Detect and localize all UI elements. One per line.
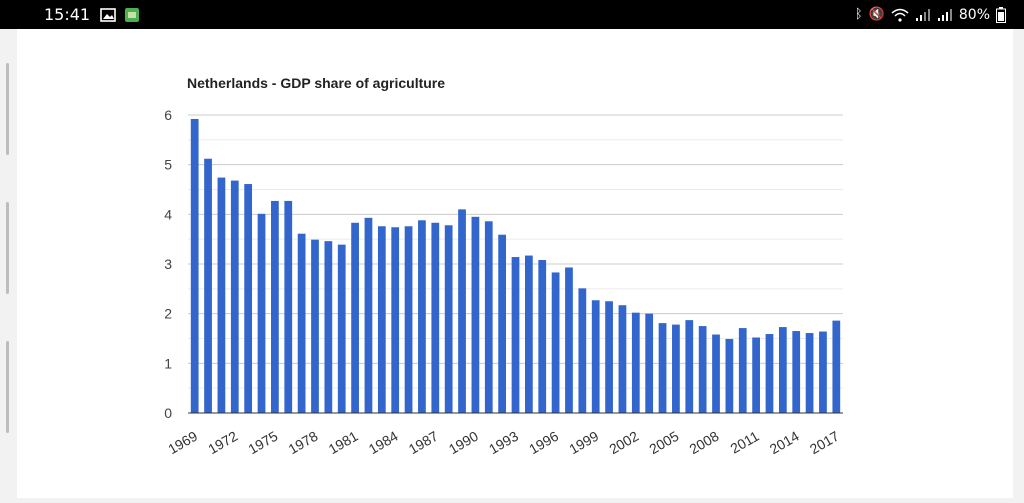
bar-1980[interactable] bbox=[337, 244, 346, 413]
wifi-icon bbox=[891, 8, 909, 22]
bar-1970[interactable] bbox=[204, 158, 212, 413]
chart-title: Netherlands - GDP share of agriculture bbox=[187, 75, 445, 91]
bar-2004[interactable] bbox=[658, 323, 667, 413]
bar-2017[interactable] bbox=[832, 320, 841, 413]
bar-1986[interactable] bbox=[418, 220, 426, 413]
mute-icon: 🔇 bbox=[868, 7, 885, 22]
bar-2015[interactable] bbox=[805, 333, 814, 413]
bar-2016[interactable] bbox=[819, 331, 827, 413]
x-axis-ticks: 1969 1972 1975 1978 1981 1984 1987 1990 1993 1996… bbox=[165, 428, 842, 458]
scroll-mark bbox=[6, 63, 9, 155]
bar-1981[interactable] bbox=[351, 222, 359, 413]
bar-2011[interactable] bbox=[752, 337, 760, 413]
side-scroll-rail[interactable] bbox=[0, 29, 17, 498]
bar-1988[interactable] bbox=[444, 225, 453, 413]
bar-1999[interactable] bbox=[591, 300, 600, 413]
bar-1995[interactable] bbox=[538, 260, 547, 413]
bar-2005[interactable] bbox=[672, 324, 680, 413]
bar-2013[interactable] bbox=[778, 327, 787, 413]
y-tick-label: 5 bbox=[164, 157, 172, 173]
bar-chart: Netherlands - GDP share of agriculture 0… bbox=[164, 75, 843, 458]
bar-1978[interactable] bbox=[311, 239, 319, 413]
battery-percent: 80% bbox=[958, 6, 990, 23]
status-left: 15:41 bbox=[44, 0, 140, 29]
x-tick-label: 1975 bbox=[245, 428, 280, 458]
bar-1982[interactable] bbox=[364, 217, 373, 413]
bar-2000[interactable] bbox=[605, 301, 613, 413]
x-tick-label: 1999 bbox=[566, 428, 601, 458]
bars bbox=[188, 118, 843, 414]
scroll-mark bbox=[6, 202, 9, 294]
status-right: ᛒ 🔇 80% bbox=[855, 0, 1006, 29]
bar-1996[interactable] bbox=[551, 272, 560, 413]
x-tick-label: 1996 bbox=[526, 428, 561, 458]
bar-2014[interactable] bbox=[792, 331, 801, 413]
x-tick-label: 1984 bbox=[366, 428, 401, 458]
gallery-icon bbox=[100, 7, 116, 22]
bar-1977[interactable] bbox=[297, 233, 306, 413]
bar-1991[interactable] bbox=[484, 221, 493, 413]
x-tick-label: 2005 bbox=[646, 428, 681, 458]
y-tick-label: 3 bbox=[164, 256, 172, 272]
x-tick-label: 1969 bbox=[165, 428, 200, 458]
bar-1974[interactable] bbox=[257, 213, 266, 413]
x-tick-label: 2011 bbox=[728, 428, 762, 457]
bar-1973[interactable] bbox=[244, 184, 253, 413]
bar-2009[interactable] bbox=[725, 338, 734, 413]
bar-1987[interactable] bbox=[431, 222, 440, 413]
x-tick-label: 1972 bbox=[205, 428, 240, 458]
bar-1969[interactable] bbox=[190, 118, 199, 414]
x-tick-label: 2017 bbox=[807, 428, 842, 458]
bar-1989[interactable] bbox=[458, 209, 466, 413]
battery-icon bbox=[996, 6, 1006, 23]
x-tick-label: 1987 bbox=[406, 428, 441, 458]
bar-1971[interactable] bbox=[217, 177, 226, 413]
x-tick-label: 1993 bbox=[486, 428, 521, 458]
y-tick-label: 4 bbox=[164, 206, 172, 222]
y-tick-label: 6 bbox=[164, 107, 172, 123]
bar-2003[interactable] bbox=[645, 313, 654, 413]
y-axis-ticks: 0 1 2 3 4 5 6 bbox=[164, 107, 172, 421]
y-tick-label: 2 bbox=[164, 306, 172, 322]
bar-1975[interactable] bbox=[271, 200, 279, 413]
bar-2002[interactable] bbox=[631, 312, 640, 413]
bar-1993[interactable] bbox=[511, 257, 520, 413]
x-tick-label: 1978 bbox=[286, 428, 321, 458]
bar-1985[interactable] bbox=[404, 226, 413, 413]
bar-1984[interactable] bbox=[391, 227, 400, 413]
y-tick-label: 0 bbox=[164, 405, 172, 421]
scroll-mark bbox=[6, 341, 9, 433]
bar-1972[interactable] bbox=[230, 180, 239, 413]
bar-1976[interactable] bbox=[284, 200, 293, 413]
bar-1998[interactable] bbox=[578, 288, 587, 413]
bar-2008[interactable] bbox=[712, 334, 720, 413]
bluetooth-icon: ᛒ bbox=[854, 7, 863, 22]
y-tick-label: 1 bbox=[164, 355, 172, 371]
x-tick-label: 2008 bbox=[687, 428, 722, 458]
signal-icon bbox=[915, 8, 930, 21]
status-time: 15:41 bbox=[44, 5, 91, 24]
bar-2001[interactable] bbox=[618, 305, 627, 413]
app-icon bbox=[125, 7, 140, 22]
x-tick-label: 1990 bbox=[446, 428, 481, 458]
bar-1979[interactable] bbox=[324, 241, 333, 413]
x-tick-label: 1981 bbox=[326, 428, 361, 458]
bar-2010[interactable] bbox=[738, 328, 747, 413]
status-bar: 15:41 ᛒ 🔇 80% bbox=[0, 0, 1024, 29]
x-tick-label: 2002 bbox=[606, 428, 641, 458]
bar-1992[interactable] bbox=[498, 234, 507, 413]
bar-1990[interactable] bbox=[471, 216, 480, 413]
bar-2012[interactable] bbox=[765, 334, 774, 413]
chart-page: Netherlands - GDP share of agriculture 0… bbox=[17, 29, 1013, 498]
bar-2006[interactable] bbox=[685, 320, 694, 413]
bar-1994[interactable] bbox=[524, 255, 533, 413]
signal-icon-2 bbox=[937, 8, 952, 21]
bar-2007[interactable] bbox=[698, 326, 707, 413]
bar-1997[interactable] bbox=[565, 267, 573, 413]
x-tick-label: 2014 bbox=[767, 428, 802, 458]
bar-1983[interactable] bbox=[377, 226, 386, 413]
